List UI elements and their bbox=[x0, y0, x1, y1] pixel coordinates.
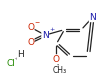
Text: Cl: Cl bbox=[7, 59, 16, 68]
Text: O: O bbox=[53, 55, 59, 64]
Text: −: − bbox=[34, 20, 39, 24]
Text: CH₃: CH₃ bbox=[52, 66, 66, 75]
Text: O: O bbox=[27, 23, 34, 32]
Text: +: + bbox=[49, 27, 54, 32]
Text: O: O bbox=[27, 38, 34, 47]
Text: N: N bbox=[41, 31, 48, 40]
Text: H: H bbox=[17, 50, 24, 59]
Text: N: N bbox=[88, 13, 95, 22]
